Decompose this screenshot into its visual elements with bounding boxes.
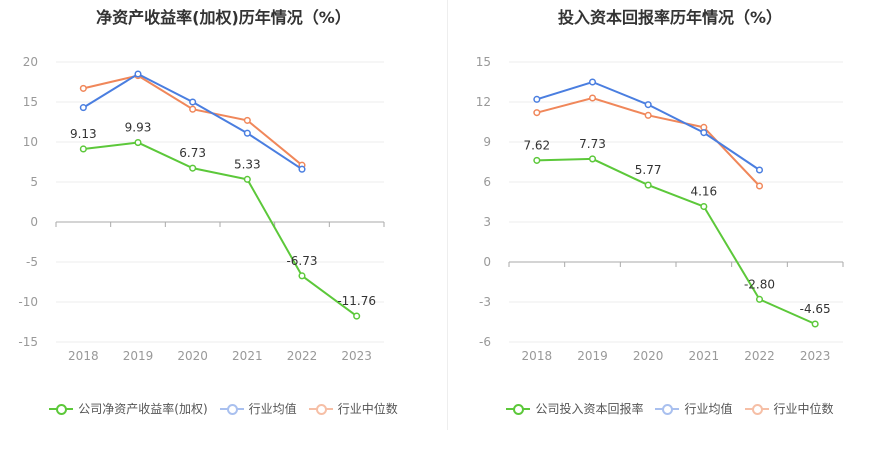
chart-legend: 公司净资产收益率(加权) 行业均值 行业中位数: [0, 400, 447, 417]
y-tick-label: 15: [476, 55, 491, 69]
y-tick-label: 12: [476, 95, 491, 109]
data-point: [588, 155, 597, 163]
data-point: [79, 145, 87, 153]
data-point: [533, 95, 541, 103]
y-tick-label: -15: [18, 335, 38, 349]
roe-chart-plot: -15 -10 -5 0 5 10 15 20 2018 2019 2020 2021 2022 2023…: [18, 55, 385, 363]
data-label: -2.80: [744, 277, 775, 291]
roic-chart-plot: -6 -3 0 3 6 9 12 15 2018 2019 2020 2021 2022 2023 7.62…: [476, 55, 844, 363]
x-tick-label: 2021: [232, 349, 263, 363]
legend-label: 行业均值: [248, 402, 297, 416]
data-label: 6.73: [179, 146, 206, 160]
data-point: [243, 175, 251, 183]
legend-label: 行业中位数: [773, 402, 834, 416]
data-point: [533, 109, 541, 117]
data-point: [189, 98, 197, 106]
x-tick-label: 2023: [341, 349, 372, 363]
x-tick-label: 2018: [68, 349, 99, 363]
x-tick-label: 2020: [633, 349, 664, 363]
chart-legend: 公司投入资本回报率 行业均值 行业中位数: [447, 400, 893, 417]
data-label: -6.73: [286, 254, 317, 268]
legend-line-marker-icon: [219, 403, 244, 415]
legend-line-marker-icon: [49, 403, 74, 415]
data-point: [588, 94, 597, 102]
data-point: [189, 164, 197, 172]
legend-item-industry-median[interactable]: 行业中位数: [744, 400, 834, 417]
data-point: [353, 312, 361, 320]
data-label: -4.65: [800, 302, 831, 316]
x-tick-label: 2018: [522, 349, 553, 363]
data-point: [298, 165, 306, 173]
data-point: [644, 181, 652, 189]
x-tick-label: 2022: [287, 349, 318, 363]
y-tick-label: 10: [23, 135, 38, 149]
legend-label: 公司净资产收益率(加权): [78, 402, 208, 416]
series-line: [536, 80, 761, 171]
x-tick-label: 2020: [177, 349, 208, 363]
data-label: 9.93: [125, 121, 152, 135]
y-tick-label: -5: [26, 255, 38, 269]
data-point: [298, 272, 306, 280]
y-tick-label: 15: [23, 95, 38, 109]
data-point: [700, 202, 708, 211]
data-label: 4.16: [690, 185, 717, 199]
panel-divider: [447, 0, 448, 430]
x-tick-label: 2019: [123, 349, 154, 363]
legend-line-marker-icon: [744, 403, 769, 415]
legend-label: 行业均值: [684, 402, 733, 416]
data-point: [644, 111, 652, 119]
chart-title: 投入资本回报率历年情况（%）: [557, 8, 783, 27]
data-point: [811, 320, 819, 328]
data-point: [700, 129, 708, 137]
data-point: [189, 105, 197, 113]
roe-chart-panel: 净资产收益率(加权)历年情况（%） -15 -10 -5 0 5 10 15 20 2018 20…: [0, 8, 447, 417]
legend-label: 行业中位数: [337, 402, 398, 416]
y-tick-label: 0: [30, 215, 38, 229]
data-point: [755, 182, 764, 190]
data-label: 5.77: [635, 163, 662, 177]
data-point: [243, 116, 251, 124]
legend-line-marker-icon: [308, 403, 333, 415]
data-point: [134, 70, 142, 78]
roic-chart-panel: 投入资本回报率历年情况（%） -6 -3 0 3 6 9 12 15 2018 2019 2020 2…: [447, 0, 893, 458]
y-tick-label: 6: [483, 175, 491, 189]
data-point: [588, 78, 597, 86]
legend-line-marker-icon: [506, 403, 531, 415]
y-tick-label: 3: [483, 215, 491, 229]
y-tick-label: -10: [18, 295, 38, 309]
data-point: [644, 101, 652, 109]
data-point: [79, 84, 87, 92]
data-point: [755, 166, 764, 174]
legend-item-industry-mean[interactable]: 行业均值: [219, 400, 297, 417]
legend-item-company[interactable]: 公司净资产收益率(加权): [49, 400, 208, 417]
series-line: [536, 157, 816, 325]
legend-line-marker-icon: [655, 403, 680, 415]
legend-item-company[interactable]: 公司投入资本回报率: [506, 400, 643, 417]
chart-title: 净资产收益率(加权)历年情况（%）: [96, 8, 351, 27]
x-tick-label: 2021: [689, 349, 720, 363]
data-label: 7.73: [579, 137, 606, 151]
data-point: [134, 139, 142, 147]
x-tick-label: 2022: [744, 349, 775, 363]
x-tick-label: 2023: [800, 349, 831, 363]
y-tick-label: 20: [23, 55, 38, 69]
legend-label: 公司投入资本回报率: [535, 402, 644, 416]
y-tick-label: 0: [483, 255, 491, 269]
data-point: [79, 104, 87, 112]
data-label: 9.13: [70, 127, 97, 141]
y-tick-label: -6: [479, 335, 491, 349]
data-point: [755, 295, 764, 303]
legend-item-industry-median[interactable]: 行业中位数: [308, 400, 398, 417]
y-tick-label: 9: [483, 135, 491, 149]
y-tick-label: -3: [479, 295, 491, 309]
data-label: 7.62: [523, 138, 550, 152]
legend-item-industry-mean[interactable]: 行业均值: [655, 400, 733, 417]
data-label: 5.33: [234, 157, 261, 171]
x-tick-label: 2019: [577, 349, 608, 363]
data-point: [533, 156, 541, 164]
series-line: [83, 141, 358, 317]
data-point: [243, 129, 251, 137]
data-label: -11.76: [337, 294, 376, 308]
y-tick-label: 5: [30, 175, 38, 189]
